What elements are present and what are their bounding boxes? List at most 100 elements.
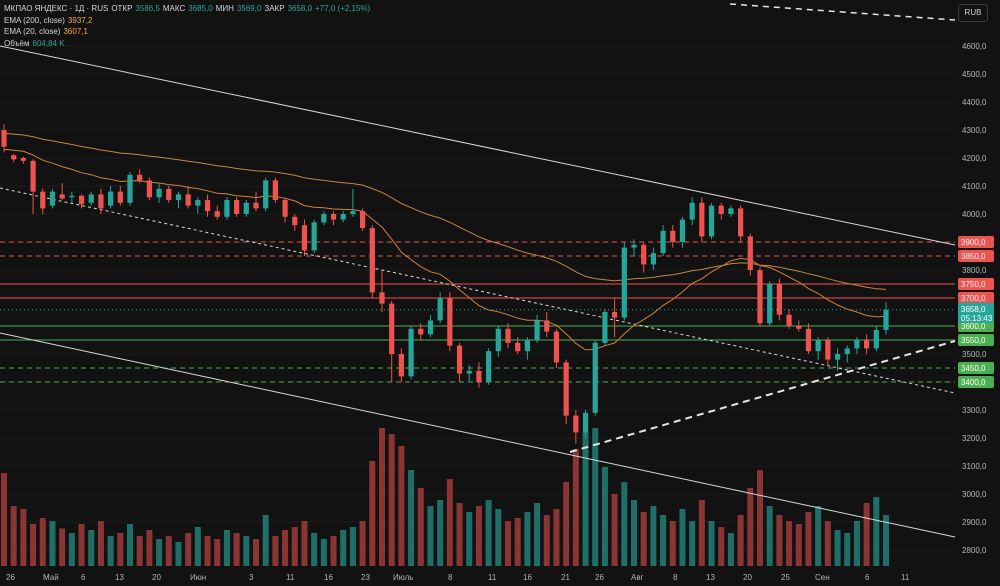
volume-bar xyxy=(650,506,657,566)
candle-body xyxy=(127,174,133,203)
volume-bar xyxy=(301,521,308,566)
candle-body xyxy=(224,200,230,217)
time-tick-label: 6 xyxy=(81,573,86,582)
ema200-row[interactable]: EMA (200, close) 3937,2 xyxy=(4,15,370,27)
volume-bar xyxy=(30,524,37,566)
candle-body xyxy=(137,174,143,181)
time-tick-label: 13 xyxy=(115,573,124,582)
time-tick-label: 25 xyxy=(781,573,790,582)
volume-bar xyxy=(611,494,618,566)
time-tick-label: 16 xyxy=(324,573,333,582)
volume-bar xyxy=(204,536,211,566)
candle-body xyxy=(534,320,540,340)
candle-body xyxy=(418,328,424,335)
volume-bar xyxy=(136,536,143,566)
candle-body xyxy=(69,195,75,198)
symbol-row[interactable]: МКПАО ЯНДЕКС · 1Д · RUS ОТКР 3586,5 МАКС 3… xyxy=(4,3,370,15)
currency-button[interactable]: RUB xyxy=(958,4,988,22)
level-badge-label: 3900,0 xyxy=(961,238,986,247)
candle-body xyxy=(350,211,356,214)
trendline-lower xyxy=(0,332,956,538)
candle-body xyxy=(563,362,569,416)
ohlc-close-label: ЗАКР xyxy=(264,4,285,13)
time-tick-label: 20 xyxy=(743,573,752,582)
trend-lines xyxy=(0,3,956,538)
candle-body xyxy=(883,309,889,330)
volume-bar xyxy=(39,518,46,566)
time-tick-label: 16 xyxy=(523,573,532,582)
volume-bar xyxy=(369,461,376,566)
price-tick-label: 3300,0 xyxy=(962,406,987,415)
candle-body xyxy=(214,211,220,217)
time-axis[interactable]: 26 Май 6 13 20 Июн 3 11 16 23 Июль 8 11 16 21 26 Авг 8 13 2… xyxy=(6,573,910,582)
price-axis[interactable]: 4600,0 4500,0 4400,0 4300,0 4200,0 4100,0 4000… xyxy=(0,42,994,555)
candle-body xyxy=(117,191,123,203)
candle-body xyxy=(379,292,385,304)
candle-body xyxy=(301,225,308,251)
ohlc-high-label: МАКС xyxy=(162,4,186,13)
volume-bar xyxy=(786,521,793,566)
volume-bar xyxy=(805,512,812,566)
candle-body xyxy=(59,194,65,199)
candle-body xyxy=(20,158,26,161)
candle-body xyxy=(30,160,36,192)
candle-body xyxy=(718,205,724,214)
candle-body xyxy=(88,194,94,203)
volume-bar xyxy=(156,539,163,566)
price-tick-label: 3500,0 xyxy=(962,350,987,359)
volume-bar xyxy=(834,530,841,566)
candle-body xyxy=(621,247,627,318)
ema200-line xyxy=(3,132,887,290)
volume-bar xyxy=(417,488,424,566)
trendline-top-dashed xyxy=(729,3,956,21)
candlesticks[interactable] xyxy=(1,124,889,444)
volume-bar xyxy=(107,536,114,566)
volume-bar xyxy=(408,470,415,566)
volume-bar xyxy=(78,524,85,566)
candle-body xyxy=(679,219,686,242)
volume-bar xyxy=(398,446,405,566)
ema20-value: 3607,1 xyxy=(63,27,88,36)
volume-bar xyxy=(747,488,754,566)
ema20-row[interactable]: EMA (20, close) 3607,1 xyxy=(4,26,370,38)
candle-body xyxy=(689,202,695,220)
time-tick-label: Июн xyxy=(190,573,206,582)
volume-bar xyxy=(543,515,550,566)
candle-body xyxy=(263,180,269,209)
price-tick-label: 4300,0 xyxy=(962,126,987,135)
candle-body xyxy=(204,200,211,212)
candle-body xyxy=(553,331,560,363)
volume-bars xyxy=(1,428,889,566)
volume-bar xyxy=(524,512,531,566)
volume-bar xyxy=(253,539,259,566)
price-tick-label: 2800,0 xyxy=(962,546,987,555)
symbol-title[interactable]: МКПАО ЯНДЕКС · 1Д · RUS xyxy=(4,4,109,13)
ema200-label[interactable]: EMA (200, close) xyxy=(4,15,65,25)
time-tick-label: 8 xyxy=(448,573,453,582)
level-badge xyxy=(958,376,994,388)
volume-label[interactable]: Объём xyxy=(4,38,30,48)
volume-bar xyxy=(185,533,192,566)
price-tick-label: 4400,0 xyxy=(962,98,987,107)
volume-bar xyxy=(572,449,579,566)
candle-body xyxy=(195,200,201,206)
candle-body xyxy=(747,236,753,270)
candle-body xyxy=(253,202,259,209)
ema20-label[interactable]: EMA (20, close) xyxy=(4,27,61,36)
ohlc-open-label: ОТКР xyxy=(111,4,133,13)
level-badge-label: 3550,0 xyxy=(961,336,986,345)
time-tick-label: 13 xyxy=(706,573,715,582)
candle-body xyxy=(311,222,317,251)
volume-bar xyxy=(824,521,831,566)
time-tick-label: Сен xyxy=(815,573,830,582)
candle-body xyxy=(146,180,152,198)
candle-body xyxy=(767,284,773,324)
volume-bar xyxy=(446,479,453,566)
candle-body xyxy=(738,208,744,237)
candle-body xyxy=(786,314,792,326)
volume-row[interactable]: Объём 604,84 K xyxy=(4,38,370,50)
volume-bar xyxy=(243,536,250,566)
volume-bar xyxy=(757,470,763,566)
volume-bar xyxy=(437,500,444,566)
